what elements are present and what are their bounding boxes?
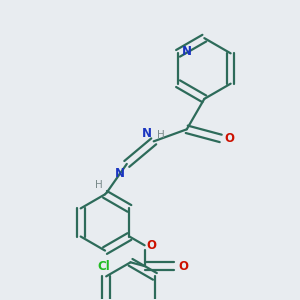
Text: N: N <box>115 167 125 180</box>
Text: H: H <box>157 130 165 140</box>
Text: N: N <box>142 127 152 140</box>
Text: H: H <box>95 180 103 190</box>
Text: O: O <box>146 239 156 252</box>
Text: N: N <box>182 45 192 58</box>
Text: O: O <box>178 260 188 273</box>
Text: Cl: Cl <box>97 260 110 272</box>
Text: O: O <box>224 132 235 145</box>
